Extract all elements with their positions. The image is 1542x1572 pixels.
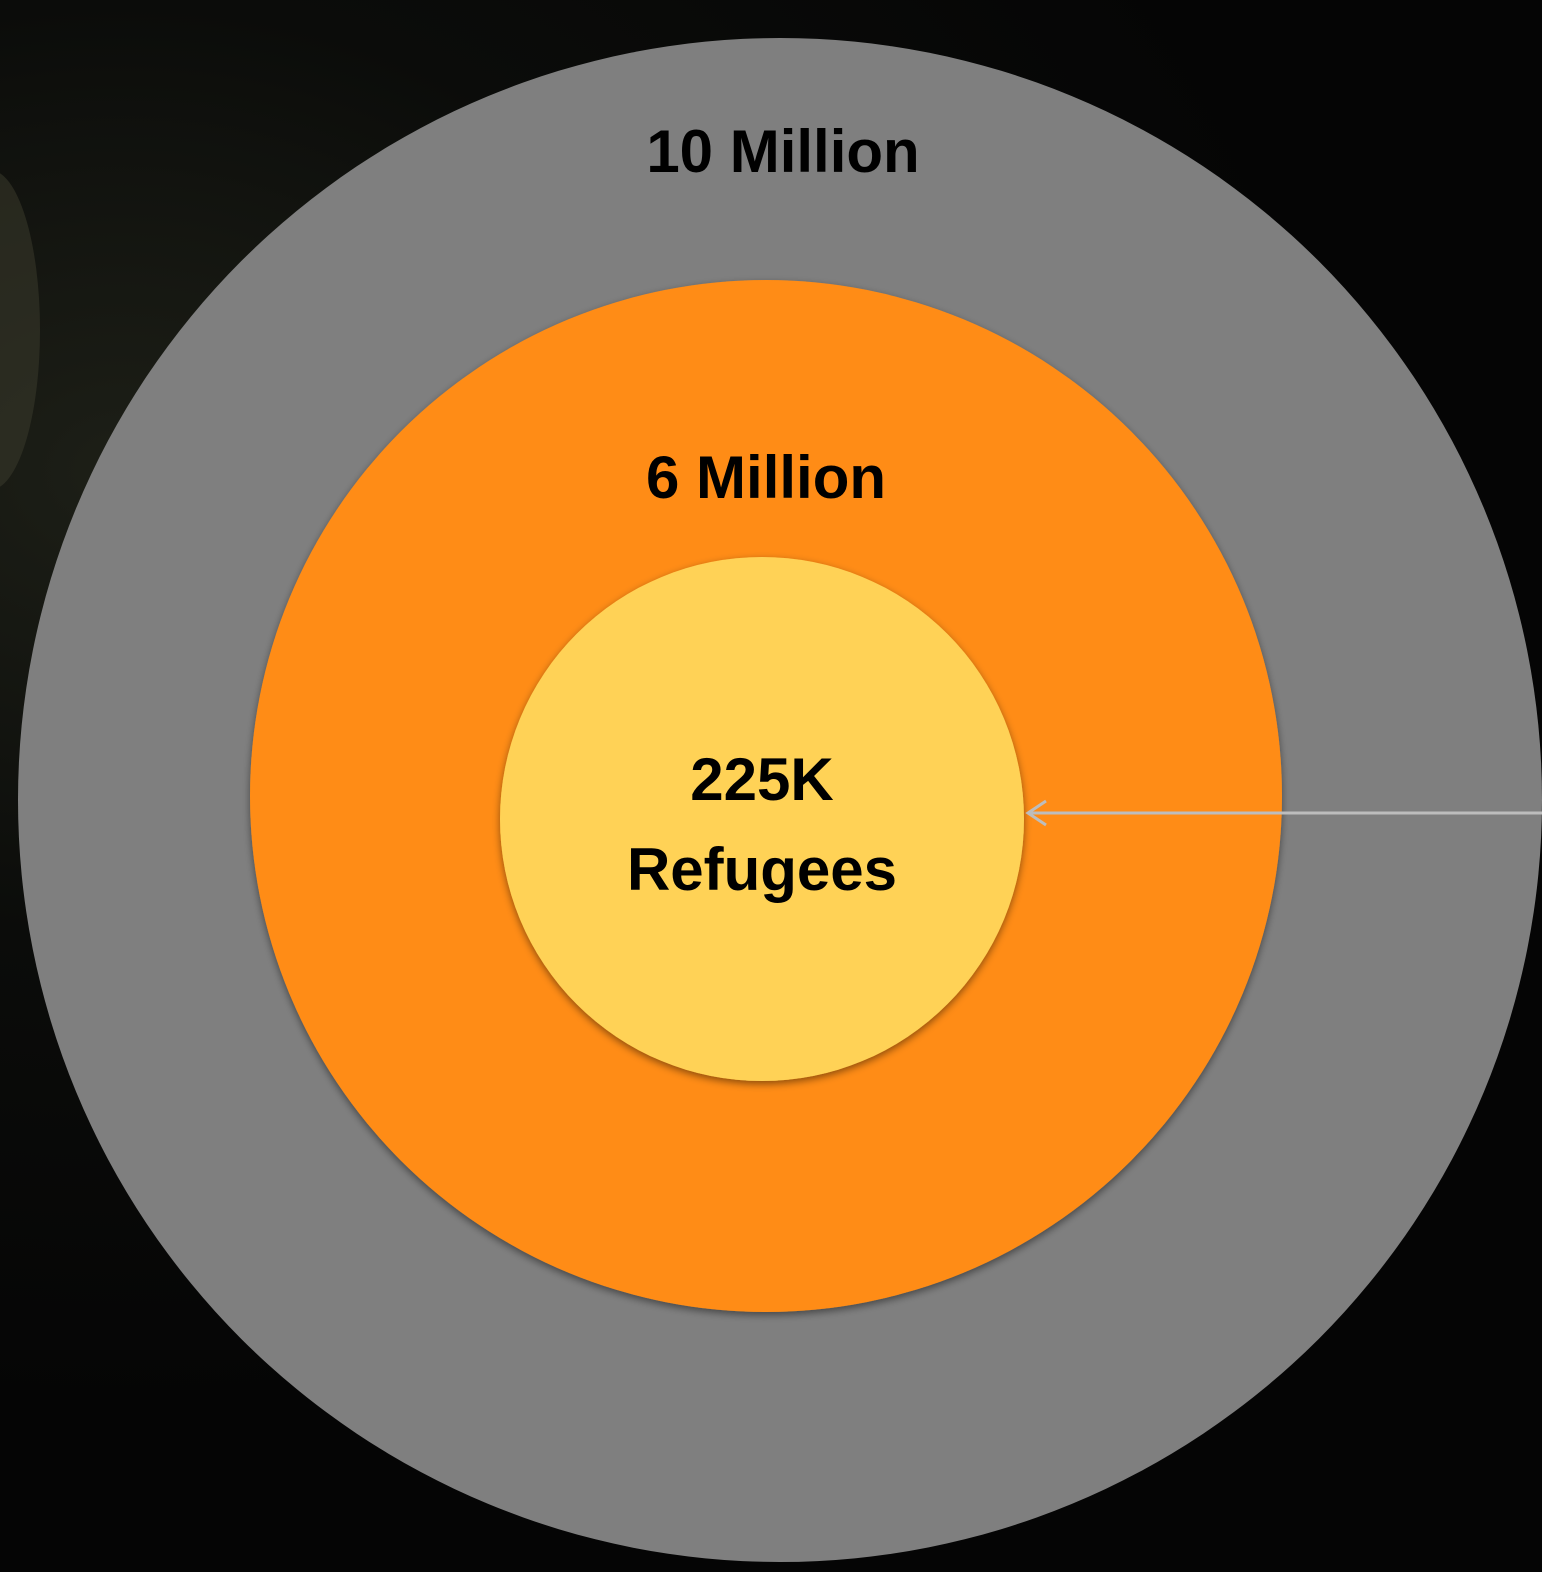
inner-circle	[500, 557, 1024, 1081]
pointer-arrow	[1025, 799, 1542, 827]
middle-ring-label: 6 Million	[646, 444, 886, 511]
inner-circle-caption-label: Refugees	[627, 836, 897, 903]
inner-circle-value-label: 225K	[690, 746, 833, 813]
background-shadow-shape	[0, 173, 40, 487]
outer-ring-label: 10 Million	[646, 118, 919, 185]
arrow-head-icon	[1025, 799, 1047, 827]
